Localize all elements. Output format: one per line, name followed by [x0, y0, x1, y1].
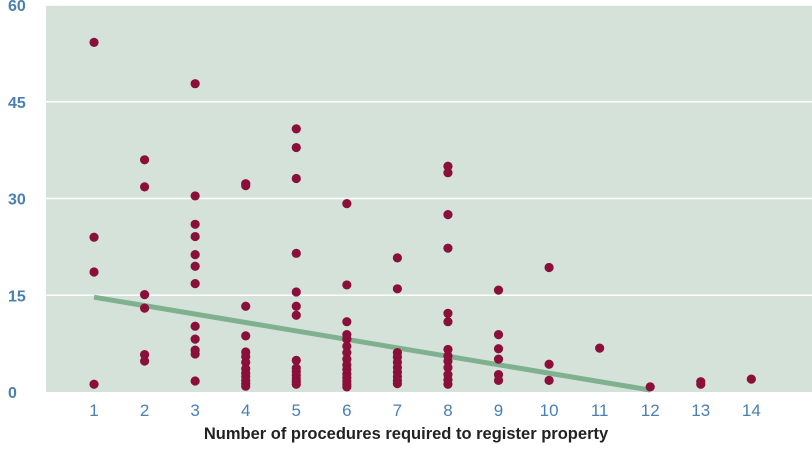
data-point	[342, 317, 352, 327]
data-point	[443, 362, 453, 373]
data-point	[443, 356, 453, 366]
data-point	[241, 301, 251, 311]
gridlines	[46, 4, 812, 296]
y-tick-label: 15	[8, 288, 26, 305]
data-point	[696, 379, 706, 389]
data-point	[241, 331, 251, 341]
trend-line-layer	[93, 294, 651, 393]
data-point	[190, 79, 200, 89]
data-point	[342, 334, 352, 344]
x-tick-label: 7	[393, 401, 402, 420]
data-point	[443, 168, 453, 178]
x-tick-label: 5	[292, 401, 301, 420]
data-point	[139, 349, 150, 360]
data-point	[291, 310, 301, 320]
data-point	[342, 348, 352, 358]
data-point	[139, 356, 150, 366]
data-point	[493, 354, 504, 364]
data-point	[139, 182, 150, 192]
data-point	[291, 173, 301, 184]
data-point	[291, 287, 301, 297]
data-point	[493, 375, 504, 385]
data-point	[190, 279, 200, 289]
x-tick-label: 10	[540, 401, 559, 420]
data-point	[443, 344, 453, 355]
y-tick-label: 0	[8, 385, 17, 402]
data-point	[139, 303, 150, 313]
data-point	[241, 357, 251, 367]
x-tick-label: 6	[342, 401, 351, 420]
x-tick-label: 14	[742, 401, 761, 420]
data-point	[241, 181, 251, 191]
data-point	[493, 285, 504, 295]
x-axis-label: Number of procedures required to registe…	[203, 425, 609, 443]
data-point	[190, 250, 200, 260]
data-point	[291, 379, 301, 389]
data-point	[190, 321, 200, 331]
data-point	[493, 344, 504, 354]
data-point	[746, 374, 756, 384]
data-point	[443, 210, 453, 220]
data-point	[190, 334, 200, 344]
data-point	[89, 267, 99, 277]
x-tick-label: 13	[691, 401, 710, 420]
data-point	[443, 317, 453, 327]
x-tick-label: 12	[641, 401, 660, 420]
x-tick-label: 4	[241, 401, 250, 420]
data-point	[190, 219, 200, 229]
data-point	[190, 191, 200, 201]
x-axis-ticks: 1 2 3 4 5 6 7 8 9 10 11 12 13 14	[89, 401, 760, 420]
data-point	[291, 355, 301, 365]
data-point	[443, 308, 453, 318]
y-tick-label: 45	[8, 95, 26, 112]
data-points	[89, 37, 756, 392]
data-point	[291, 248, 301, 258]
x-tick-label: 1	[89, 401, 98, 420]
data-point	[443, 161, 453, 171]
x-tick-label: 3	[190, 401, 199, 420]
data-point	[544, 375, 554, 385]
data-point	[89, 37, 99, 48]
data-point	[544, 359, 554, 369]
data-point	[443, 243, 453, 253]
data-point	[241, 381, 251, 391]
y-tick-label: 30	[8, 192, 26, 209]
data-point	[544, 262, 554, 273]
data-point	[342, 199, 352, 209]
data-point	[392, 379, 402, 389]
data-point	[190, 231, 200, 242]
x-tick-label: 9	[494, 401, 503, 420]
y-axis-ticks: 0 15 30 45 60	[8, 0, 26, 402]
data-point	[190, 349, 200, 359]
data-point	[291, 124, 301, 134]
data-point	[342, 382, 352, 392]
data-point	[595, 343, 605, 353]
x-tick-label: 11	[591, 401, 609, 420]
data-point	[493, 329, 504, 340]
data-point	[190, 376, 200, 386]
data-point	[89, 232, 99, 242]
x-tick-label: 8	[443, 401, 452, 420]
trend-line	[93, 294, 651, 393]
x-tick-label: 2	[140, 401, 149, 420]
data-point	[392, 253, 402, 263]
data-point	[291, 142, 301, 153]
data-point	[139, 290, 150, 300]
data-point	[342, 341, 352, 351]
data-point	[291, 301, 301, 311]
data-point	[139, 155, 150, 165]
data-point	[342, 280, 352, 290]
y-tick-label: 60	[8, 0, 26, 15]
data-point	[190, 261, 200, 271]
data-point	[443, 379, 453, 389]
data-point	[89, 379, 99, 389]
data-point	[645, 382, 655, 392]
data-point	[392, 284, 402, 294]
